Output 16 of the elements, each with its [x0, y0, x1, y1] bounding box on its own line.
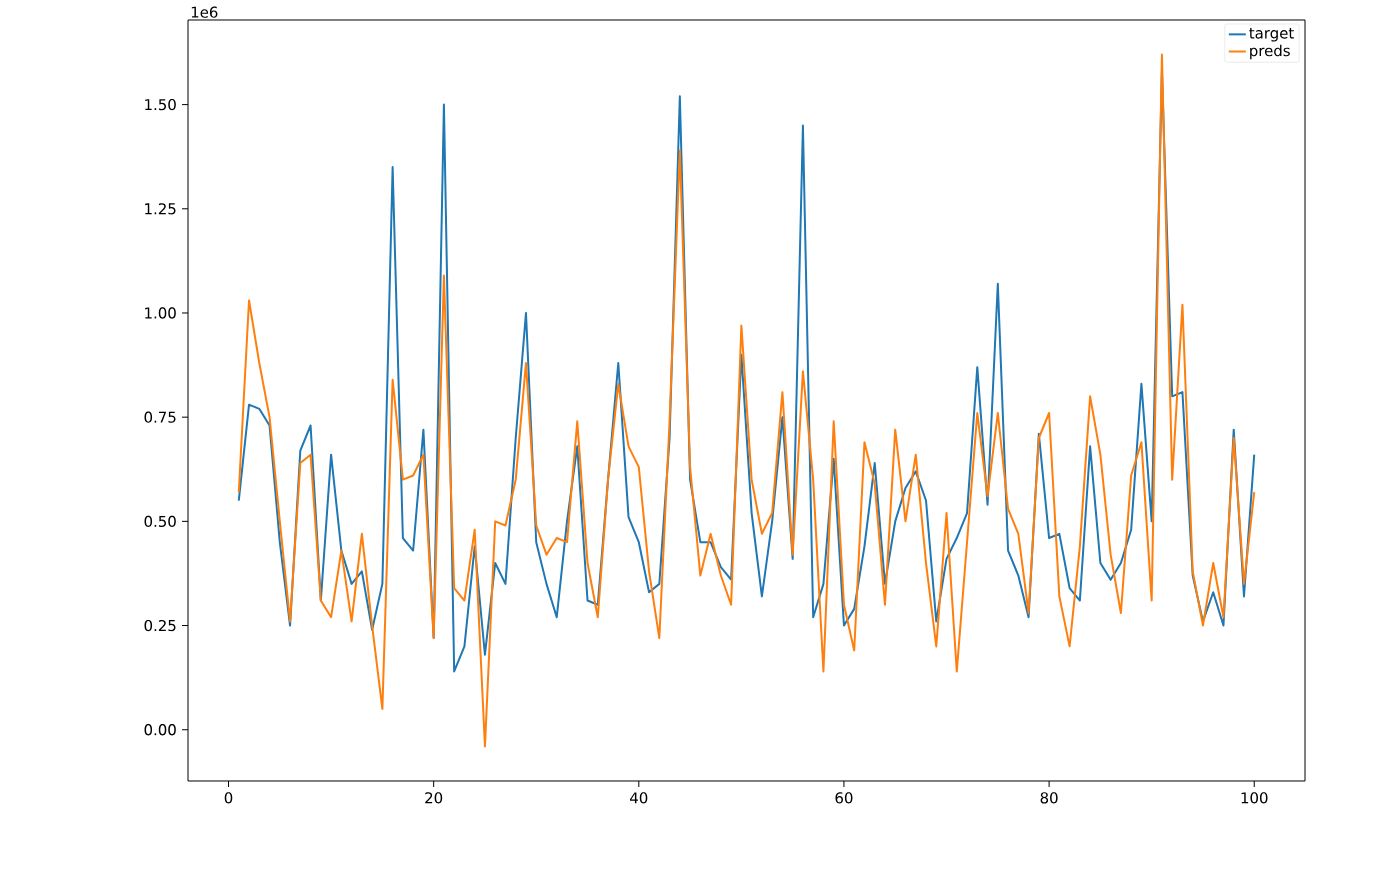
y-tick-label: 1.25: [145, 203, 176, 215]
y-tick-label: 0.00: [144, 724, 176, 736]
y-tick-label: 0.25: [144, 619, 176, 632]
x-tick-label: 20: [425, 792, 443, 804]
x-tick-label: 80: [1040, 792, 1058, 804]
y-tick-label: 1.00: [145, 307, 176, 319]
y-tick-label: 0.50: [144, 515, 176, 528]
x-tick-label: 40: [630, 792, 648, 804]
legend-label: target: [1249, 28, 1294, 42]
legend-label: preds: [1250, 44, 1290, 60]
x-tick-label: 100: [1241, 792, 1268, 804]
x-tick-label: 60: [835, 792, 853, 804]
text: 1e6: [191, 6, 218, 18]
y-tick-label: 0.75: [144, 411, 176, 423]
y-tick-label: 1.50: [145, 98, 176, 111]
x-tick-label: 0: [224, 792, 233, 804]
